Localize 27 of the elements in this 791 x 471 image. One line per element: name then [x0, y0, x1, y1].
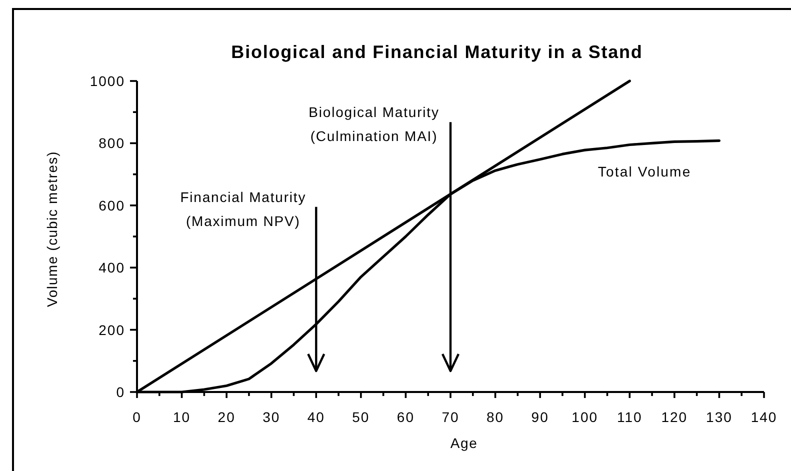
ref-line-label: Financial Maturity (Maximum NPV) — [180, 188, 306, 229]
chart-title: Biological and Financial Maturity in a Stand — [231, 42, 643, 62]
x-tick-label: 20 — [218, 409, 236, 425]
x-axis-title: Age — [450, 435, 478, 451]
x-tick-label: 120 — [661, 409, 688, 425]
x-tick-label: 70 — [442, 409, 460, 425]
x-tick-label: 60 — [396, 409, 415, 425]
y-tick-label: 0 — [116, 384, 125, 400]
y-tick-label: 600 — [98, 197, 125, 214]
x-tick-label: 100 — [572, 409, 598, 425]
y-axis-title: Volume (cubic metres) — [44, 150, 60, 308]
x-tick-label: 130 — [706, 409, 732, 425]
ref-line-label: Biological Maturity (Culmination MAI) — [308, 104, 440, 144]
x-tick-label: 0 — [132, 409, 142, 425]
y-tick-label: 800 — [98, 135, 125, 152]
y-tick-label: 1000 — [90, 73, 125, 89]
x-tick-label: 140 — [750, 409, 778, 425]
y-tick-label: 400 — [98, 260, 125, 276]
x-tick-label: 80 — [486, 409, 504, 425]
x-tick-label: 90 — [531, 409, 549, 425]
x-tick-label: 30 — [262, 409, 280, 425]
x-tick-label: 50 — [352, 409, 370, 425]
y-tick-label: 200 — [98, 322, 125, 338]
x-tick-label: 40 — [307, 409, 325, 425]
x-tick-label: 10 — [172, 409, 191, 425]
x-tick-label: 110 — [616, 409, 642, 425]
series-label: Total Volume — [598, 164, 692, 180]
